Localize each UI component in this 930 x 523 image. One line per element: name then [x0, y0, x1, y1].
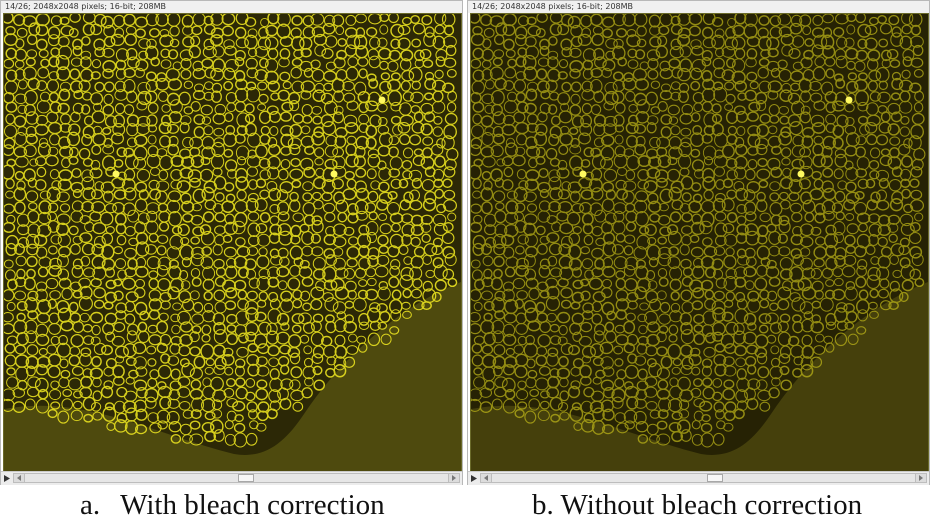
slider-thumb[interactable] [707, 474, 723, 482]
caption-letter: a. [80, 489, 101, 521]
micrograph-canvas[interactable] [470, 13, 929, 472]
caption-text: With bleach correction [120, 489, 385, 521]
caption-text: Without bleach correction [560, 489, 863, 521]
caption-letter: b. [532, 489, 554, 521]
image-window-b: 14/26; 2048x2048 pixels; 16-bit; 208MB [467, 0, 930, 485]
image-window-a: 14/26; 2048x2048 pixels; 16-bit; 208MB [0, 0, 463, 485]
play-icon[interactable] [470, 474, 478, 483]
caption-a: a. With bleach correction [80, 488, 385, 522]
micrograph-image [4, 14, 461, 471]
slider-track[interactable] [480, 473, 927, 483]
caption-b: b. Without bleach correction [532, 488, 862, 522]
arrow-right-icon[interactable] [915, 474, 926, 482]
slider-track[interactable] [13, 473, 460, 483]
micrograph-image [471, 14, 928, 471]
status-bar: 14/26; 2048x2048 pixels; 16-bit; 208MB [1, 1, 462, 13]
arrow-left-icon[interactable] [481, 474, 492, 482]
slider-thumb[interactable] [238, 474, 254, 482]
status-bar: 14/26; 2048x2048 pixels; 16-bit; 208MB [468, 1, 929, 13]
arrow-right-icon[interactable] [448, 474, 459, 482]
micrograph-canvas[interactable] [3, 13, 462, 472]
stack-slider[interactable] [1, 471, 462, 485]
stack-slider[interactable] [468, 471, 929, 485]
play-icon[interactable] [3, 474, 11, 483]
arrow-left-icon[interactable] [14, 474, 25, 482]
